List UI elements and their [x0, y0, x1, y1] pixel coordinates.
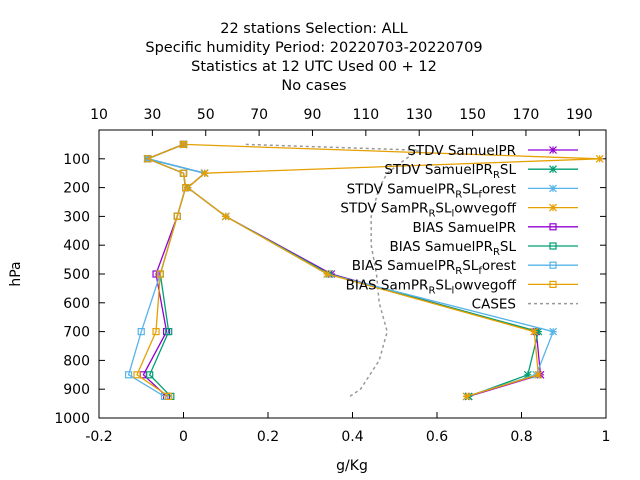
y-tick-label: 500	[63, 267, 90, 283]
data-point	[549, 146, 557, 154]
y-axis-label: hPa	[8, 261, 24, 286]
legend-entry: BIAS SamuelPRRSLforest	[352, 258, 578, 277]
x-tick-label: 1	[602, 429, 611, 445]
data-point	[549, 165, 557, 174]
data-point	[549, 261, 557, 269]
data-point	[549, 184, 557, 193]
title-line-4: No cases	[281, 78, 346, 94]
series-line	[142, 143, 187, 397]
data-point	[133, 371, 141, 379]
data-point	[323, 270, 332, 278]
x2-tick-label: 50	[197, 107, 215, 123]
data-point	[549, 327, 558, 336]
legend-label: STDV SamPRRSLlowvegoff	[340, 201, 516, 220]
data-point	[221, 212, 230, 221]
legend-entry: BIAS SamPRRSLlowvegoff	[346, 277, 578, 296]
x-tick-label: 0.4	[341, 429, 363, 445]
x2-tick-label: 10	[90, 107, 108, 123]
y-tick-label: 700	[63, 325, 90, 341]
x-axis-label: g/Kg	[336, 458, 368, 474]
data-point	[183, 183, 192, 192]
data-point	[143, 155, 152, 163]
y-tick-label: 900	[63, 382, 90, 398]
series-4	[179, 140, 604, 401]
data-point	[179, 140, 188, 148]
y-tick-label: 1000	[54, 411, 90, 427]
data-point	[595, 154, 604, 163]
legend-label: CASES	[472, 297, 516, 313]
legend-entry: BIAS SamuelPRRSL	[389, 239, 578, 258]
data-point	[534, 327, 543, 336]
x2-tick-label: 70	[250, 107, 268, 123]
x2-tick-label: 150	[459, 107, 486, 123]
series-8	[133, 140, 190, 400]
y-tick-label: 800	[63, 353, 90, 369]
legend-entry: STDV SamuelPRRSLforest	[347, 181, 578, 200]
axis-ticks	[98, 130, 607, 419]
x-tick-label: 0.2	[257, 429, 279, 445]
data-point	[173, 212, 181, 220]
series-layer	[124, 140, 604, 401]
legend-entry: STDV SamuelPRRSL	[384, 162, 578, 181]
series-cases	[245, 143, 422, 398]
legend-label: STDV SamuelPRRSL	[384, 162, 516, 181]
data-point	[156, 270, 164, 278]
legend-label: STDV SamuelPR	[407, 143, 516, 159]
x2-tick-label: 130	[406, 107, 433, 123]
legend-entry: BIAS SamuelPR	[413, 220, 578, 236]
x2-tick-label: 110	[352, 107, 379, 123]
data-point	[549, 242, 557, 250]
title-line-1: 22 stations Selection: ALL	[220, 21, 408, 37]
x2-tick-label: 30	[143, 107, 161, 123]
cases-line	[245, 143, 422, 398]
series-line	[136, 143, 187, 397]
data-point	[152, 270, 160, 278]
legend-label: BIAS SamPRRSLlowvegoff	[346, 277, 517, 296]
data-point	[534, 370, 543, 379]
legend-entry: STDV SamuelPR	[407, 143, 578, 159]
legend-label: BIAS SamuelPRRSLforest	[352, 258, 516, 277]
y-tick-label: 600	[63, 296, 90, 312]
legend-label: STDV SamuelPRRSLforest	[347, 181, 516, 200]
x2-tick-label: 190	[566, 107, 593, 123]
x-tick-label: 0	[179, 429, 188, 445]
data-point	[165, 328, 173, 336]
y-tick-label: 200	[63, 181, 90, 197]
legend-entry: STDV SamPRRSLlowvegoff	[340, 201, 578, 220]
y-tick-label: 400	[63, 238, 90, 254]
data-point	[549, 280, 557, 288]
data-point	[549, 223, 557, 231]
x-tick-label: 0.8	[510, 429, 532, 445]
legend-entry: CASES	[472, 297, 578, 313]
x2-tick-label: 90	[304, 107, 322, 123]
chart-title: 22 stations Selection: ALL Specific humi…	[145, 21, 482, 94]
legend-label: BIAS SamuelPRRSL	[389, 239, 516, 258]
y-tick-label: 300	[63, 209, 90, 225]
legend-label: BIAS SamuelPR	[413, 220, 516, 236]
data-point	[137, 328, 145, 336]
title-line-2: Specific humidity Period: 20220703-20220…	[145, 40, 482, 56]
y-tick-label: 100	[63, 152, 90, 168]
data-point	[124, 371, 133, 379]
x-tick-label: -0.2	[85, 429, 112, 445]
data-point	[179, 169, 188, 177]
data-point	[523, 370, 532, 379]
series-line	[145, 143, 187, 397]
series-5	[139, 140, 190, 400]
data-point	[549, 203, 557, 212]
data-point	[182, 184, 190, 192]
title-line-3: Statistics at 12 UTC Used 00 + 12	[191, 59, 437, 75]
data-point	[152, 328, 160, 336]
x-tick-label: 0.6	[426, 429, 448, 445]
data-point	[462, 392, 471, 401]
data-point	[200, 169, 209, 178]
data-point	[165, 392, 173, 400]
data-point	[146, 371, 154, 379]
axis-tick-labels: -0.2 0 0.2 0.4 0.6 0.8 110 30 50 70 90 110 130 150 170…	[54, 107, 610, 445]
x2-tick-label: 170	[513, 107, 540, 123]
data-point	[530, 327, 539, 336]
